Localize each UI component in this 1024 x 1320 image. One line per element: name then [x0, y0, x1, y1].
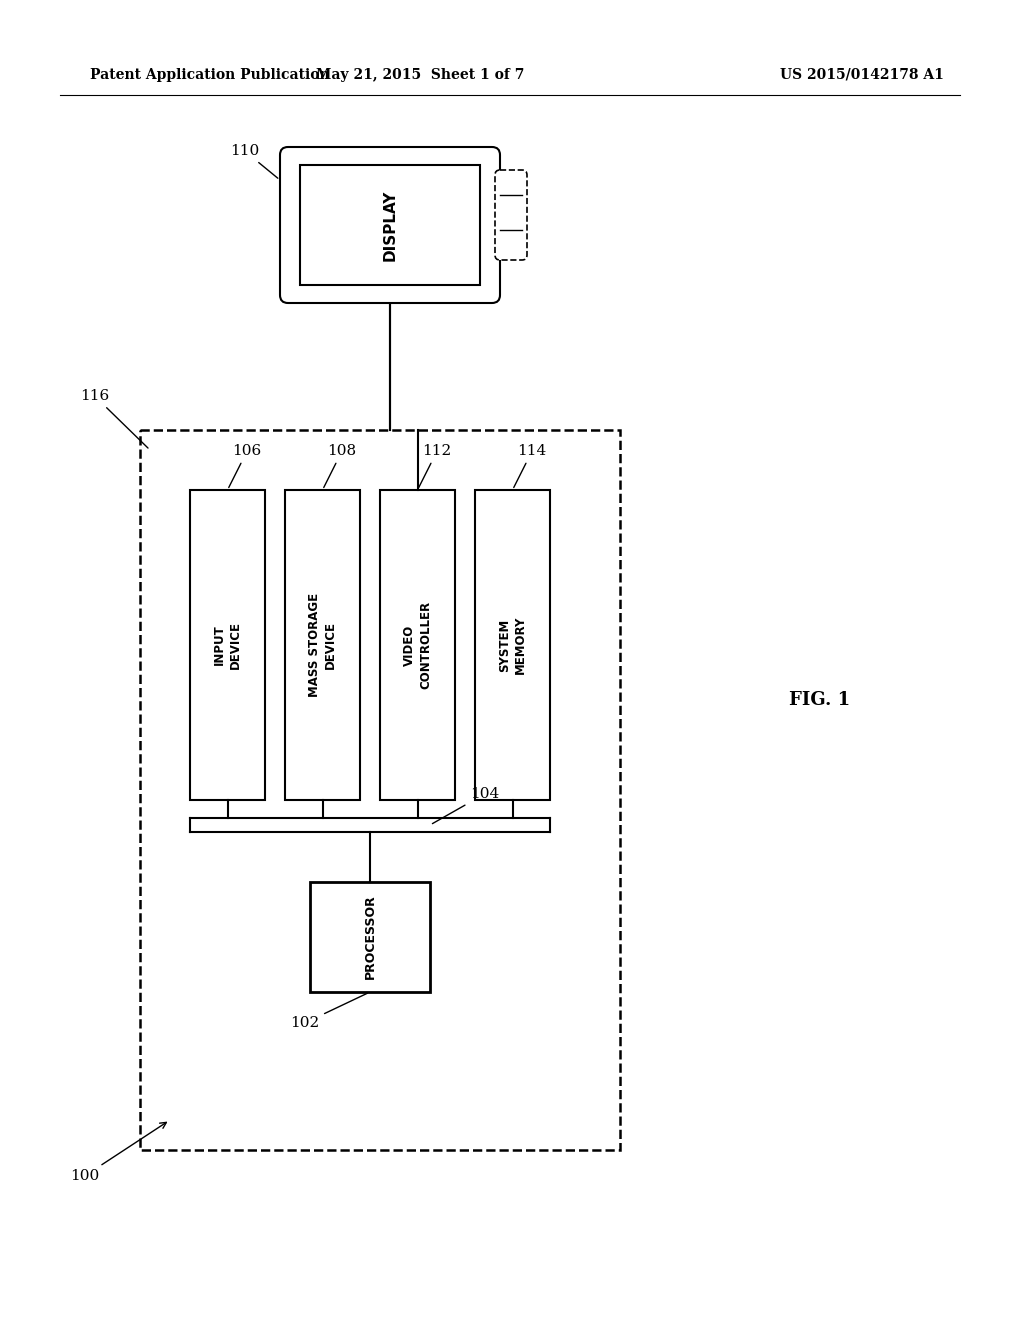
Text: PROCESSOR: PROCESSOR — [364, 895, 377, 979]
Text: DISPLAY: DISPLAY — [383, 189, 397, 260]
Text: 116: 116 — [80, 389, 148, 447]
Text: VIDEO
CONTROLLER: VIDEO CONTROLLER — [403, 601, 432, 689]
Text: 106: 106 — [228, 444, 262, 487]
Bar — [285, 490, 360, 800]
Text: 102: 102 — [290, 993, 368, 1030]
Bar — [300, 165, 480, 285]
Text: 100: 100 — [70, 1122, 166, 1183]
Bar — [380, 490, 455, 800]
FancyBboxPatch shape — [280, 147, 500, 304]
Text: 108: 108 — [324, 444, 356, 487]
Text: MASS STORAGE
DEVICE: MASS STORAGE DEVICE — [308, 593, 337, 697]
Text: 110: 110 — [230, 144, 278, 178]
Text: May 21, 2015  Sheet 1 of 7: May 21, 2015 Sheet 1 of 7 — [315, 69, 524, 82]
Bar — [190, 490, 265, 800]
Text: INPUT
DEVICE: INPUT DEVICE — [213, 620, 242, 669]
Text: FIG. 1: FIG. 1 — [790, 690, 851, 709]
Bar — [310, 882, 430, 993]
Text: 104: 104 — [432, 787, 500, 824]
FancyBboxPatch shape — [495, 170, 527, 260]
Text: 112: 112 — [419, 444, 452, 487]
Text: 114: 114 — [514, 444, 547, 487]
Bar — [475, 490, 550, 800]
Text: SYSTEM
MEMORY: SYSTEM MEMORY — [498, 616, 527, 675]
Text: Patent Application Publication: Patent Application Publication — [90, 69, 330, 82]
Text: US 2015/0142178 A1: US 2015/0142178 A1 — [780, 69, 944, 82]
Bar — [140, 430, 620, 1150]
